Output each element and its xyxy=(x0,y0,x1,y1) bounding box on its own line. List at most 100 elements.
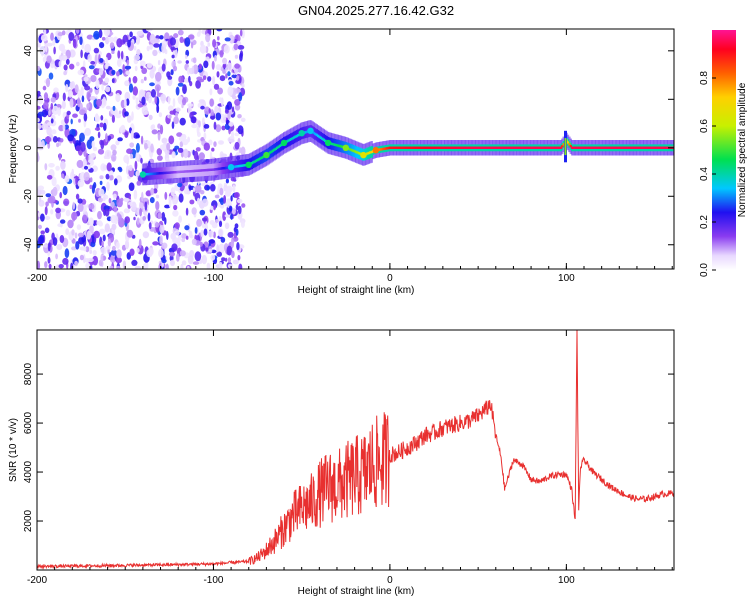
spectrogram-ridge-core xyxy=(189,170,193,173)
spectrogram-noise-blob xyxy=(177,182,183,188)
spectrogram-noise-blob xyxy=(179,117,186,126)
spectrogram-noise-blob xyxy=(75,193,80,200)
spectrogram-noise-blob xyxy=(100,115,104,121)
spectrogram-noise-blob xyxy=(191,124,198,129)
spectrogram-noise-blob xyxy=(113,178,118,186)
spectrogram-noise-blob xyxy=(205,247,209,252)
spectrogram-noise-blob xyxy=(70,118,73,125)
spectrogram-noise-blob xyxy=(136,49,141,56)
spectrogram-ridge-core xyxy=(616,146,619,149)
spectrogram-ridge-core xyxy=(607,146,611,149)
spectrogram-noise-blob xyxy=(136,217,140,225)
spectrogram-noise-blob xyxy=(161,242,168,249)
spectrogram-ridge-core xyxy=(355,150,358,154)
spectrogram-noise-blob xyxy=(105,36,110,45)
spectrogram-noise-blob xyxy=(39,234,45,245)
spectrogram-ridge-core xyxy=(587,146,591,149)
spectrogram-ridge-core xyxy=(484,146,488,149)
spectrogram-noise-blob xyxy=(42,56,48,63)
spectrogram-noise-blob xyxy=(203,132,207,140)
spectrogram-noise-blob xyxy=(203,124,210,129)
spectrogram-noise-blob xyxy=(160,93,167,102)
spectrogram-ridge-core xyxy=(465,146,468,149)
spectrogram-noise-blob xyxy=(224,213,231,218)
spectrogram-noise-blob xyxy=(215,64,222,71)
spectrogram-noise-blob xyxy=(159,235,164,245)
spectrogram-noise-blob xyxy=(179,250,186,257)
spectrogram-noise-blob xyxy=(237,45,245,50)
spectrogram-noise-blob xyxy=(111,50,115,54)
spectrogram-noise-blob xyxy=(156,148,162,156)
spectrogram-ridge-core xyxy=(530,146,533,149)
spectrogram-ridge-core xyxy=(164,171,167,175)
spectrogram-noise-blob xyxy=(52,237,58,246)
spectrogram-ridge-core xyxy=(315,133,318,137)
spectrogram-noise-blob xyxy=(43,92,49,101)
spectrogram-noise-blob xyxy=(213,231,216,239)
spectrogram-ridge-core xyxy=(215,168,218,171)
spectrogram-noise-blob xyxy=(141,67,148,75)
spectrogram-ridge-core xyxy=(475,146,478,149)
spectrogram-ridge-core xyxy=(575,146,578,149)
spectrogram-ridge-core xyxy=(204,169,207,172)
spectrogram-ridge-core xyxy=(150,172,153,176)
spectrogram-noise-blob xyxy=(171,151,176,159)
spectrogram-ytick-label: -20 xyxy=(23,189,34,204)
spectrogram-noise-blob xyxy=(197,131,201,138)
spectrogram-noise-blob xyxy=(219,75,226,82)
spectrogram-noise-blob xyxy=(111,223,117,231)
spectrogram-ridge-core xyxy=(425,146,428,149)
spectrogram-noise-blob xyxy=(125,70,130,75)
colorbar-tick-label: 0.0 xyxy=(699,263,710,277)
spectrogram-noise-blob xyxy=(52,136,58,143)
spectrogram-ridge-core xyxy=(270,150,273,153)
spectrogram-noise-blob xyxy=(115,140,120,146)
spectrogram-ridge-core xyxy=(418,146,421,149)
spectrogram-noise-blob xyxy=(43,101,49,110)
colorbar-tick-label: 0.6 xyxy=(699,119,710,133)
spectrogram-ridge-core xyxy=(170,171,173,174)
spectrogram-ridge-core xyxy=(348,147,351,151)
spectrogram-ridge-core xyxy=(492,146,495,149)
spectrogram-ridge-core xyxy=(510,146,513,149)
spectrogram-noise-blob xyxy=(44,42,48,53)
spectrogram-noise-blob xyxy=(129,153,134,159)
spectrogram-ridge-core xyxy=(290,137,293,141)
spectrogram-noise-blob xyxy=(60,160,66,170)
spectrogram-ridge-core xyxy=(609,146,612,149)
spectrogram-ridge-core xyxy=(202,169,205,172)
spectrogram-noise-blob xyxy=(148,222,152,230)
spectrogram-noise-blob xyxy=(182,97,187,106)
spectrogram-noise-blob xyxy=(183,148,189,159)
spectrogram-ridge-core xyxy=(381,147,385,151)
spectrogram-noise-blob xyxy=(56,244,63,250)
spectrogram-ridge-core xyxy=(582,146,585,149)
spectrogram-ridge-core xyxy=(417,146,420,149)
spectrogram-noise-blob xyxy=(45,201,49,207)
spectrogram-ridge-core xyxy=(178,170,181,174)
spectrogram-ridge-core xyxy=(486,146,489,149)
spectrogram-ridge-core xyxy=(192,169,196,173)
spectrogram-noise-blob xyxy=(190,116,197,124)
spectrogram-noise-blob xyxy=(44,216,51,220)
spectrogram-noise-blob xyxy=(87,164,91,170)
spectrogram-noise-blob xyxy=(157,155,163,161)
spectrogram-noise-blob xyxy=(125,98,130,106)
spectrogram-noise-blob xyxy=(192,64,199,75)
spectrogram-noise-blob xyxy=(76,61,80,67)
spectrogram-noise-blob xyxy=(228,205,233,212)
spectrogram-noise-blob xyxy=(177,82,184,87)
spectrogram-noise-blob xyxy=(117,137,123,142)
spectrogram-noise-blob xyxy=(71,246,77,251)
spectrogram-ridge-core xyxy=(613,146,616,149)
spectrogram-ridge-core xyxy=(222,167,225,170)
spectrogram-ridge-core xyxy=(487,146,491,149)
spectrogram-noise-blob xyxy=(166,142,171,151)
spectrogram-ridge-core xyxy=(451,146,454,149)
spectrogram-noise-blob xyxy=(87,154,94,164)
spectrogram-noise-blob xyxy=(227,263,233,269)
spectrogram-ridge-core xyxy=(333,143,337,146)
spectrogram-noise-blob xyxy=(192,57,197,64)
spectrogram-noise-blob xyxy=(218,261,223,269)
